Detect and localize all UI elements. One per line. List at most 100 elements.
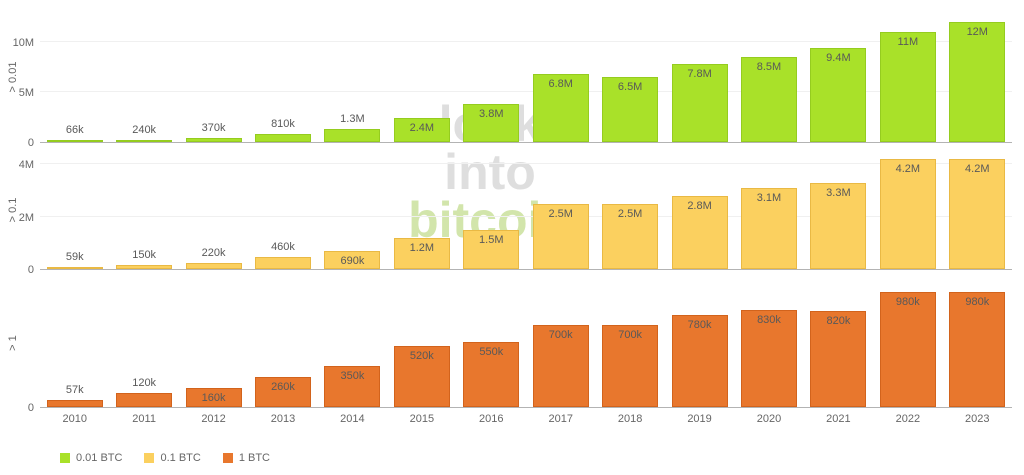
bar[interactable]: [671, 315, 728, 407]
bar[interactable]: [393, 346, 450, 407]
bar[interactable]: [879, 158, 936, 269]
bar-value-label: 2.8M: [687, 199, 712, 212]
bar-value-label: 120k: [132, 376, 157, 389]
bar[interactable]: [463, 229, 520, 269]
bar[interactable]: [602, 203, 659, 269]
bar-value-label: 220k: [201, 247, 226, 260]
x-tick-label: 2010: [62, 413, 87, 425]
x-tick-label: 2011: [132, 413, 156, 425]
bar-value-label: 700k: [618, 328, 643, 341]
bar[interactable]: [255, 376, 311, 407]
x-tick-label: 2021: [826, 413, 851, 425]
bar[interactable]: [879, 292, 936, 407]
bar[interactable]: [324, 250, 381, 269]
chart-panel-1-btc: > 1 57k 120k 160k 260k 350k 520k 550k 700k 700k 78…: [0, 278, 1024, 414]
x-tick-label: 2016: [479, 413, 504, 425]
bar[interactable]: [185, 263, 242, 269]
legend-label: 1 BTC: [238, 452, 271, 464]
bar[interactable]: [602, 324, 659, 407]
bar-value-label: 1.5M: [479, 233, 504, 246]
x-tick-label: 2023: [965, 413, 990, 425]
bar-value-label: 820k: [826, 314, 851, 327]
x-tick-label: 2018: [617, 413, 643, 425]
bar[interactable]: [810, 182, 867, 269]
bar[interactable]: [463, 342, 520, 407]
x-tick-label: 2019: [687, 413, 712, 425]
bar[interactable]: [741, 309, 797, 407]
gridline: [40, 163, 1012, 165]
bar[interactable]: [741, 187, 797, 269]
x-axis: 2010 2011 2012 2013 2014 2015 2016 2017 2018 2019…: [0, 413, 1024, 429]
bar-value-label: 810k: [271, 117, 295, 130]
bar-value-label: 8.5M: [756, 61, 782, 73]
x-tick-label: 2013: [270, 413, 296, 425]
legend-item-1-btc[interactable]: 1 BTC: [222, 452, 271, 464]
bar-value-label: 66k: [65, 124, 84, 136]
bar-value-label: 550k: [479, 346, 504, 359]
bar[interactable]: [255, 256, 311, 269]
y-tick-label: 0: [27, 264, 34, 276]
x-tick-label: 2012: [201, 413, 226, 425]
bar[interactable]: [116, 265, 173, 269]
bar[interactable]: [46, 267, 103, 269]
bar-value-label: 2.4M: [409, 122, 435, 134]
x-tick-label: 2014: [340, 413, 365, 425]
bar[interactable]: [393, 118, 450, 142]
bar[interactable]: [185, 138, 242, 142]
plot-area: 57k 120k 160k 260k 350k 520k 550k 700k 700k 780k 8…: [40, 278, 1012, 408]
bar[interactable]: [810, 310, 867, 407]
bar-value-label: 1.3M: [340, 113, 365, 125]
bar[interactable]: [532, 74, 589, 142]
bar[interactable]: [602, 77, 659, 142]
bar-value-label: 11M: [897, 36, 919, 48]
legend-label: 0.1 BTC: [160, 452, 201, 464]
bar[interactable]: [810, 48, 867, 142]
chart-panel-0.01-btc: > 0.01 66k 240k 370k 810k 1.3M 2.4M 3.8M 6.8M 6.5…: [0, 10, 1024, 149]
bar[interactable]: [741, 57, 797, 142]
bar[interactable]: [532, 203, 589, 269]
bar[interactable]: [393, 237, 450, 269]
bar-value-label: 520k: [409, 350, 434, 362]
bar[interactable]: [324, 365, 381, 407]
plot-area: 59k 150k 220k 460k 690k 1.2M 1.5M 2.5M 2.5M 2.8M 3…: [40, 150, 1012, 270]
bar-value-label: 700k: [548, 328, 573, 341]
bar-value-label: 980k: [895, 296, 920, 309]
bar-value-label: 7.8M: [687, 68, 712, 80]
legend-item-0.01-btc[interactable]: 0.01 BTC: [60, 452, 122, 464]
y-tick-label: 5M: [18, 87, 34, 99]
bar[interactable]: [879, 32, 936, 142]
gridline: [40, 91, 1012, 92]
bar-value-label: 780k: [687, 319, 712, 332]
bar-value-label: 3.3M: [826, 186, 851, 199]
bar[interactable]: [324, 129, 381, 142]
chart-panel-0.1-btc: > 0.1 59k 150k 220k 460k 690k 1.2M 1.5M 2.5M 2.5M…: [0, 150, 1024, 276]
y-tick-label: 0: [27, 402, 34, 414]
legend-swatch: [60, 453, 70, 463]
bar-value-label: 150k: [132, 249, 157, 262]
bar-value-label: 240k: [132, 123, 157, 136]
bar[interactable]: [671, 64, 728, 142]
bar-value-label: 2.5M: [617, 207, 643, 220]
bar[interactable]: [949, 22, 1006, 142]
bar-value-label: 12M: [966, 26, 988, 38]
bar[interactable]: [949, 158, 1006, 269]
bar[interactable]: [949, 292, 1006, 407]
bar[interactable]: [46, 140, 103, 142]
bar-value-label: 59k: [65, 251, 84, 263]
bar[interactable]: [255, 133, 311, 142]
bar-value-label: 2.5M: [548, 207, 573, 220]
bar-value-label: 980k: [965, 296, 990, 309]
bar-value-label: 830k: [757, 313, 781, 326]
legend-item-0.1-btc[interactable]: 0.1 BTC: [144, 452, 201, 464]
y-tick-label: 2M: [18, 211, 34, 224]
bar-value-label: 4.2M: [895, 162, 921, 175]
bar[interactable]: [185, 388, 242, 407]
bar[interactable]: [463, 104, 520, 142]
bar[interactable]: [532, 324, 589, 407]
bar[interactable]: [46, 400, 103, 407]
bar[interactable]: [116, 139, 173, 142]
bar-value-label: 4.2M: [965, 162, 990, 175]
bar[interactable]: [116, 392, 173, 407]
bar-value-label: 1.2M: [409, 241, 435, 254]
bar[interactable]: [671, 195, 728, 269]
